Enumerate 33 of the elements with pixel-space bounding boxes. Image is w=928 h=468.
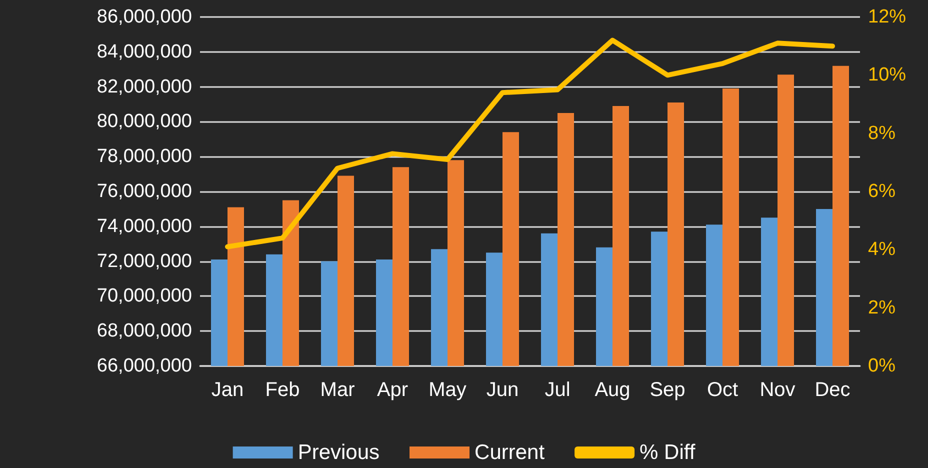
legend-label: % Diff bbox=[640, 441, 696, 464]
y-tick-label: 70,000,000 bbox=[96, 286, 192, 307]
legend-label: Previous bbox=[298, 441, 380, 464]
x-tick-label: Jan bbox=[211, 379, 244, 401]
x-tick-label: Feb bbox=[265, 379, 300, 401]
y-tick-label: 72,000,000 bbox=[96, 250, 192, 272]
y-tick-label: 74,000,000 bbox=[96, 216, 192, 237]
x-tick-label: Jul bbox=[544, 379, 570, 401]
y2-tick-label: 4% bbox=[868, 239, 896, 260]
x-tick-label: Oct bbox=[706, 379, 738, 401]
y2-tick-label: 0% bbox=[868, 356, 896, 376]
x-tick-label: Mar bbox=[320, 379, 356, 401]
legend-label: Current bbox=[474, 441, 545, 464]
x-tick-label: Nov bbox=[760, 379, 796, 401]
y-tick-label: 82,000,000 bbox=[96, 76, 192, 98]
x-tick-label: Aug bbox=[594, 379, 630, 401]
y2-tick-label: 8% bbox=[868, 122, 896, 144]
y-tick-label: 80,000,000 bbox=[96, 111, 192, 132]
y2-tick-label: 6% bbox=[868, 181, 896, 202]
y-tick-label: 76,000,000 bbox=[96, 181, 192, 202]
y-tick-label: 78,000,000 bbox=[96, 146, 192, 168]
y2-tick-label: 10% bbox=[868, 64, 906, 86]
y-tick-label: 86,000,000 bbox=[96, 6, 192, 28]
x-tick-label: Jun bbox=[486, 379, 519, 401]
x-tick-label: Dec bbox=[814, 379, 850, 401]
y-tick-label: 66,000,000 bbox=[96, 356, 192, 376]
x-tick-label: Sep bbox=[650, 379, 686, 401]
y2-tick-label: 12% bbox=[868, 6, 906, 28]
y2-tick-label: 2% bbox=[868, 297, 896, 318]
y-tick-label: 68,000,000 bbox=[96, 320, 192, 342]
y-tick-label: 84,000,000 bbox=[96, 41, 192, 62]
x-tick-label: Apr bbox=[376, 379, 408, 401]
x-tick-label: May bbox=[428, 379, 466, 401]
